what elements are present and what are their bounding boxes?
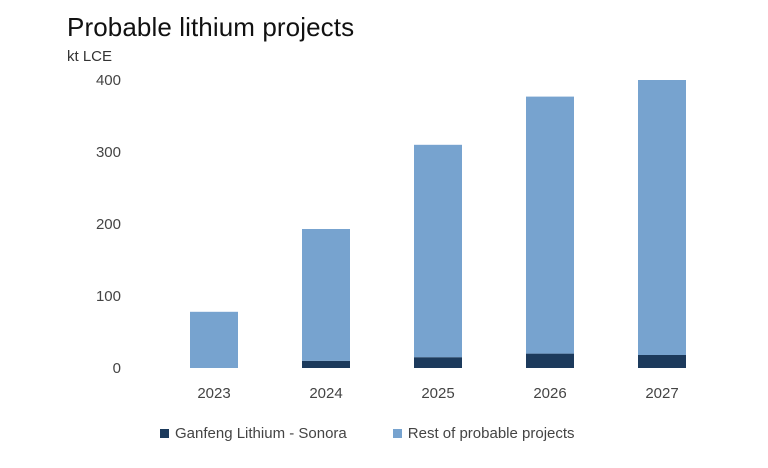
y-tick-label: 100	[96, 288, 121, 305]
bar-rest-2026	[526, 96, 574, 354]
y-tick-label: 300	[96, 144, 121, 161]
legend-swatch-ganfeng	[160, 429, 169, 438]
bar-rest-2027	[638, 80, 686, 355]
x-tick-label: 2026	[533, 385, 566, 402]
x-tick-label: 2023	[197, 385, 230, 402]
bar-rest-2023	[190, 311, 238, 368]
legend: Ganfeng Lithium - Sonora Rest of probabl…	[160, 425, 621, 442]
bars-group	[190, 80, 686, 368]
y-tick-label: 400	[96, 72, 121, 89]
bar-rest-2025	[414, 144, 462, 358]
y-axis-unit-label: kt LCE	[67, 48, 113, 65]
legend-swatch-rest	[392, 429, 402, 438]
legend-label-ganfeng: Ganfeng Lithium - Sonora	[175, 425, 347, 442]
x-tick-label: 2025	[421, 385, 454, 402]
y-axis-ticks: 0 100 200 300 400	[96, 72, 121, 377]
bar-ganfeng-2024	[302, 360, 350, 368]
y-tick-label: 200	[96, 216, 121, 233]
bar-rest-2024	[302, 229, 350, 361]
bar-ganfeng-2026	[526, 353, 574, 368]
legend-label-rest: Rest of probable projects	[407, 425, 575, 442]
x-axis-ticks: 2023 2024 2025 2026 2027	[197, 385, 678, 402]
x-tick-label: 2027	[645, 385, 678, 402]
chart-title: Probable lithium projects	[67, 12, 355, 42]
bar-ganfeng-2027	[638, 355, 686, 368]
bar-ganfeng-2025	[414, 357, 462, 368]
x-tick-label: 2024	[309, 385, 342, 402]
legend-item-rest: Rest of probable projects	[392, 425, 575, 442]
y-tick-label: 0	[113, 360, 121, 377]
legend-item-ganfeng: Ganfeng Lithium - Sonora	[160, 425, 347, 442]
